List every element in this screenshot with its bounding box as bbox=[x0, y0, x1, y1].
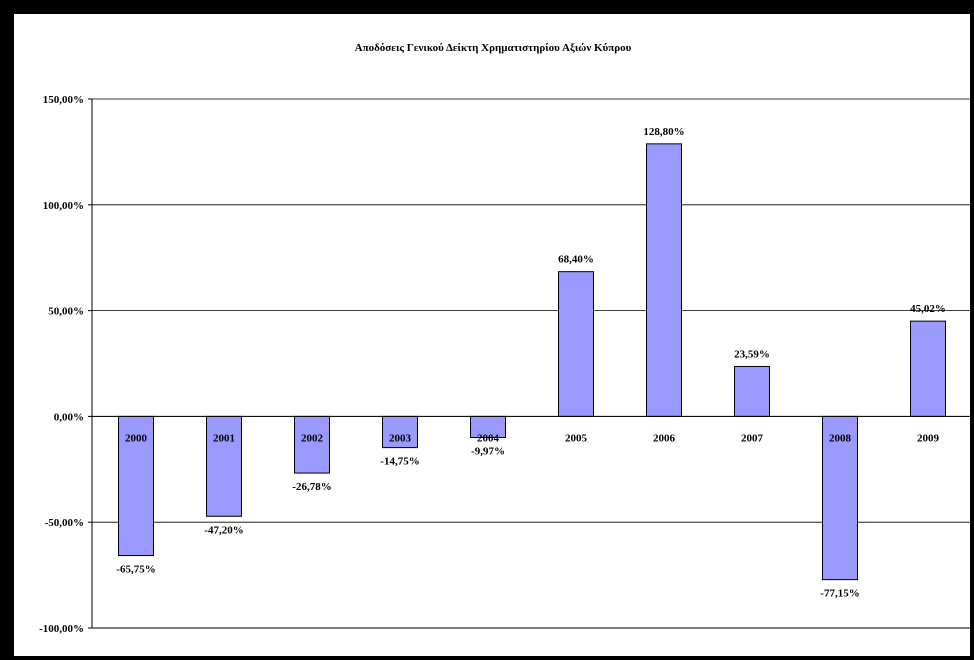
data-label: 23,59% bbox=[734, 348, 770, 360]
bars bbox=[118, 143, 946, 581]
data-label: -14,75% bbox=[380, 456, 419, 468]
bar-2001 bbox=[206, 415, 242, 517]
data-label: -77,15% bbox=[820, 588, 859, 600]
data-label: -47,20% bbox=[204, 524, 243, 536]
chart-title: Αποδόσεις Γενικού Δείκτη Χρηματιστηρίου … bbox=[355, 42, 632, 54]
category-labels: 2000 2001 2002 2003 2004 2005 2006 2007 2008 2009 bbox=[125, 432, 940, 444]
y-tick-label: 150,00% bbox=[43, 94, 84, 106]
category-label: 2003 bbox=[389, 432, 412, 444]
category-label: 2005 bbox=[565, 432, 588, 444]
y-tick-label: 0,00% bbox=[54, 411, 84, 423]
data-label: 45,02% bbox=[910, 303, 946, 315]
category-label: 2004 bbox=[477, 432, 500, 444]
category-label: 2002 bbox=[301, 432, 324, 444]
y-tick-label: 50,00% bbox=[48, 306, 84, 318]
bar-2006 bbox=[646, 143, 682, 417]
axes bbox=[91, 99, 972, 629]
y-axis-ticks: 150,00% 100,00% 50,00% 0,00% -50,00% -100,00% bbox=[39, 94, 92, 635]
bar-2008 bbox=[822, 415, 858, 581]
y-tick-label: 100,00% bbox=[43, 200, 84, 212]
category-label: 2007 bbox=[741, 432, 764, 444]
bar-2009 bbox=[910, 320, 946, 417]
data-labels: -65,75% -47,20% -26,78% -14,75% -9,97% 68,40%… bbox=[116, 126, 946, 600]
data-label: -65,75% bbox=[116, 564, 155, 576]
category-label: 2008 bbox=[829, 432, 852, 444]
category-label: 2009 bbox=[917, 432, 940, 444]
bar-2002 bbox=[294, 415, 330, 474]
data-label: 68,40% bbox=[558, 254, 594, 266]
category-label: 2000 bbox=[125, 432, 148, 444]
data-label: -26,78% bbox=[292, 481, 331, 493]
y-tick-label: -50,00% bbox=[45, 517, 84, 529]
bar-2007 bbox=[734, 365, 770, 417]
y-tick-label: -100,00% bbox=[39, 623, 84, 635]
data-label: -9,97% bbox=[471, 445, 505, 457]
category-label: 2006 bbox=[653, 432, 676, 444]
data-label: 128,80% bbox=[643, 126, 684, 138]
bar-2005 bbox=[558, 271, 594, 417]
category-label: 2001 bbox=[213, 432, 235, 444]
bar-2000 bbox=[118, 415, 154, 557]
